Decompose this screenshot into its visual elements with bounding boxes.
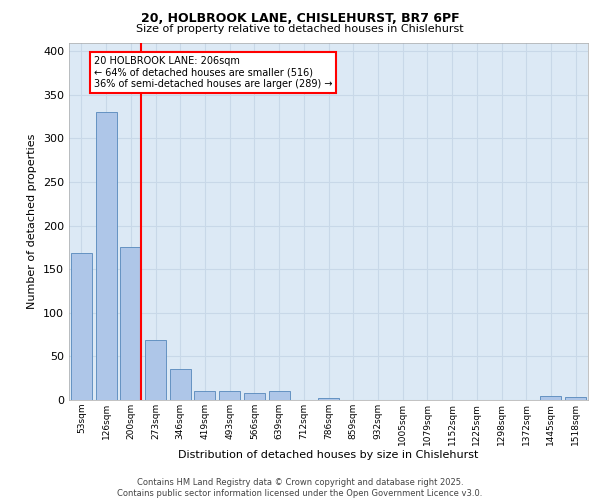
Bar: [170, 370, 191, 400]
Bar: [120, 248, 141, 400]
Text: 20, HOLBROOK LANE, CHISLEHURST, BR7 6PF: 20, HOLBROOK LANE, CHISLEHURST, BR7 6PF: [140, 12, 460, 26]
Bar: [269, 392, 290, 400]
Bar: [565, 398, 586, 400]
Text: Contains HM Land Registry data © Crown copyright and database right 2025.
Contai: Contains HM Land Registry data © Crown c…: [118, 478, 482, 498]
Y-axis label: Number of detached properties: Number of detached properties: [28, 134, 37, 309]
Text: Size of property relative to detached houses in Chislehurst: Size of property relative to detached ho…: [136, 24, 464, 34]
Bar: [219, 392, 240, 400]
Bar: [95, 112, 116, 400]
Bar: [541, 396, 562, 400]
Bar: [244, 393, 265, 400]
Bar: [318, 398, 339, 400]
Text: 20 HOLBROOK LANE: 206sqm
← 64% of detached houses are smaller (516)
36% of semi-: 20 HOLBROOK LANE: 206sqm ← 64% of detach…: [94, 56, 332, 89]
Bar: [194, 392, 215, 400]
Bar: [71, 252, 92, 400]
Bar: [145, 340, 166, 400]
X-axis label: Distribution of detached houses by size in Chislehurst: Distribution of detached houses by size …: [178, 450, 479, 460]
